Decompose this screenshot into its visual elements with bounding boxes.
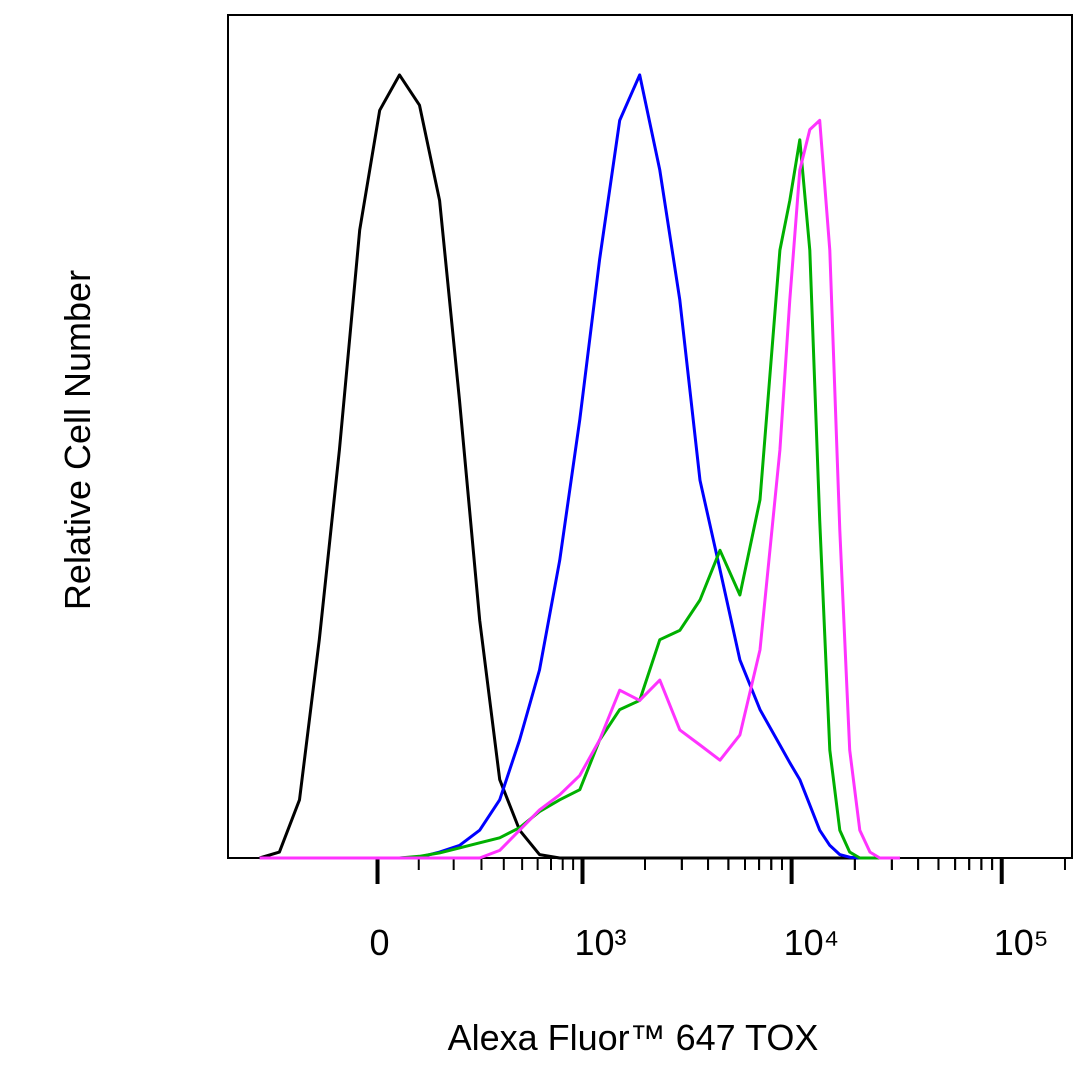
x-tick-label: 10³ [575, 922, 627, 963]
x-axis-label: Alexa Fluor™ 647 TOX [448, 1017, 819, 1058]
histogram-line [259, 138, 900, 860]
x-tick-label: 0 [370, 922, 390, 963]
y-axis-label: Relative Cell Number [57, 270, 98, 610]
histogram-line [259, 73, 900, 860]
x-tick-label: 10⁵ [994, 922, 1049, 963]
plot-frame [227, 14, 1073, 859]
x-tick-label: 10⁴ [784, 922, 840, 963]
histogram-line [259, 118, 900, 860]
